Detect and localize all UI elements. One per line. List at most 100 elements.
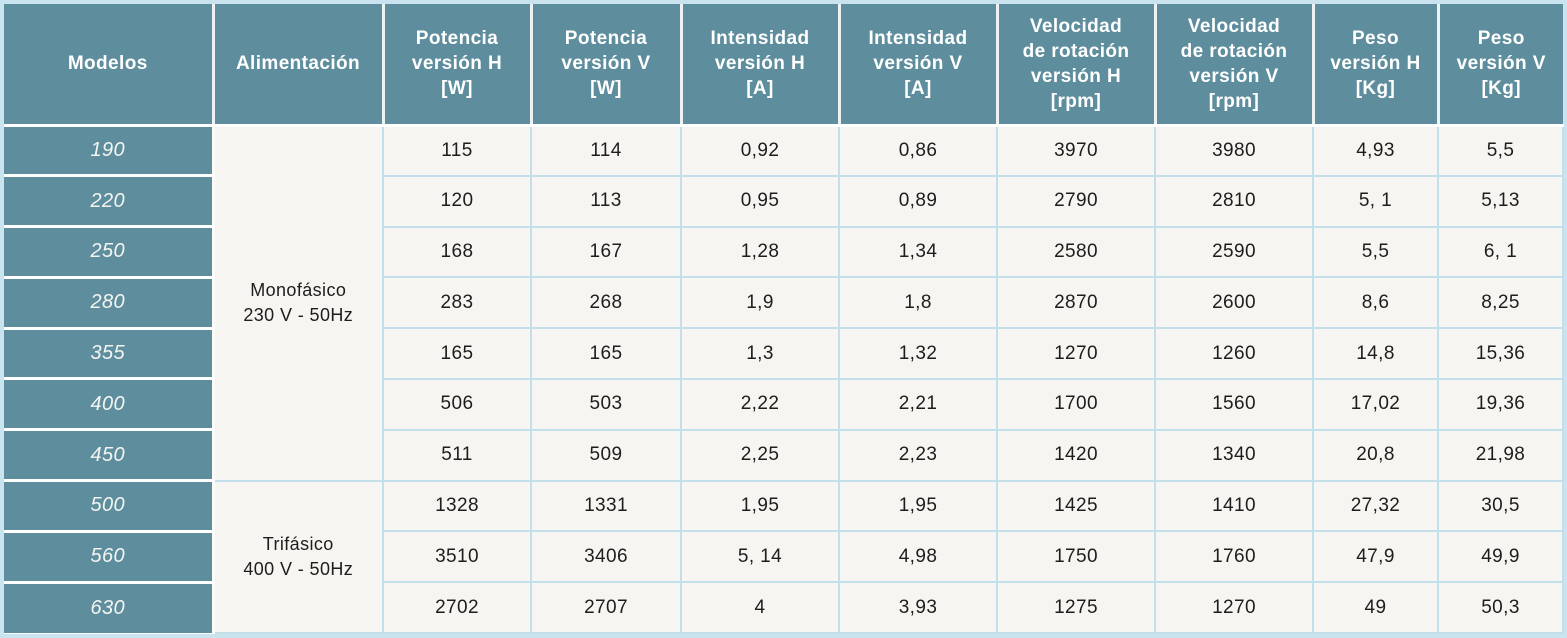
peso-v-cell: 15,36 bbox=[1437, 327, 1564, 380]
intensidad-v-cell: 1,95 bbox=[838, 479, 998, 533]
potencia-h-cell: 511 bbox=[382, 428, 532, 482]
intensidad-v-cell: 2,21 bbox=[838, 377, 998, 431]
header-alimentacion: Alimentación bbox=[213, 4, 385, 127]
velocidad-h-cell: 2580 bbox=[996, 225, 1156, 279]
table-row: 190 Monofásico 230 V - 50Hz 115 114 0,92… bbox=[4, 124, 1564, 482]
intensidad-v-cell: 2,23 bbox=[838, 428, 998, 482]
table-row: 355 165 165 1,3 1,32 1270 1260 14,8 15,3… bbox=[4, 327, 1564, 381]
intensidad-v-cell: 3,93 bbox=[838, 581, 998, 634]
header-velocidad-h: Velocidad de rotación versión H [rpm] bbox=[997, 4, 1157, 127]
velocidad-v-cell: 1560 bbox=[1154, 377, 1314, 431]
potencia-h-cell: 2702 bbox=[382, 581, 532, 634]
model-cell: 190 bbox=[4, 125, 215, 178]
header-velocidad-v: Velocidad de rotación versión V [rpm] bbox=[1155, 4, 1315, 127]
intensidad-v-cell: 1,8 bbox=[838, 276, 998, 330]
alimentacion-group-trifasico: Trifásico 400 V - 50Hz bbox=[213, 480, 384, 635]
header-intensidad-h: Intensidad versión H [A] bbox=[681, 4, 841, 127]
potencia-v-cell: 165 bbox=[530, 327, 682, 380]
peso-v-cell: 21,98 bbox=[1437, 428, 1564, 482]
intensidad-h-cell: 1,3 bbox=[680, 327, 840, 380]
velocidad-h-cell: 1420 bbox=[996, 428, 1156, 482]
velocidad-v-cell: 2810 bbox=[1154, 174, 1314, 228]
peso-h-cell: 20,8 bbox=[1312, 428, 1439, 482]
velocidad-h-cell: 1700 bbox=[996, 377, 1156, 431]
peso-v-cell: 19,36 bbox=[1437, 377, 1564, 431]
peso-h-cell: 4,93 bbox=[1312, 124, 1439, 177]
model-cell: 220 bbox=[4, 175, 215, 229]
model-cell: 355 bbox=[4, 328, 215, 381]
peso-h-cell: 27,32 bbox=[1312, 479, 1439, 533]
table-row: 400 506 503 2,22 2,21 1700 1560 17,02 19… bbox=[4, 377, 1564, 432]
velocidad-v-cell: 2590 bbox=[1154, 225, 1314, 279]
velocidad-h-cell: 1275 bbox=[996, 581, 1156, 634]
table-row: 450 511 509 2,25 2,23 1420 1340 20,8 21,… bbox=[4, 428, 1564, 483]
header-potencia-v: Potencia versión V [W] bbox=[531, 4, 683, 127]
potencia-v-cell: 1331 bbox=[530, 479, 682, 533]
velocidad-v-cell: 1270 bbox=[1154, 581, 1314, 634]
intensidad-h-cell: 2,25 bbox=[680, 428, 840, 482]
potencia-v-cell: 113 bbox=[530, 174, 682, 228]
model-cell: 400 bbox=[4, 378, 215, 432]
peso-h-cell: 5, 1 bbox=[1312, 174, 1439, 228]
table-row: 220 120 113 0,95 0,89 2790 2810 5, 1 5,1… bbox=[4, 174, 1564, 229]
motor-spec-table: Modelos Alimentación Potencia versión H … bbox=[4, 4, 1564, 635]
potencia-v-cell: 167 bbox=[530, 225, 682, 279]
model-cell: 630 bbox=[4, 582, 215, 633]
peso-v-cell: 30,5 bbox=[1437, 479, 1564, 533]
potencia-h-cell: 165 bbox=[382, 327, 532, 380]
velocidad-h-cell: 2870 bbox=[996, 276, 1156, 330]
potencia-h-cell: 115 bbox=[382, 124, 532, 177]
model-cell: 250 bbox=[4, 226, 215, 279]
velocidad-v-cell: 2600 bbox=[1154, 276, 1314, 330]
velocidad-v-cell: 1340 bbox=[1154, 428, 1314, 482]
header-potencia-h: Potencia versión H [W] bbox=[383, 4, 533, 127]
intensidad-h-cell: 1,28 bbox=[680, 225, 840, 279]
potencia-h-cell: 120 bbox=[382, 174, 532, 228]
model-cell: 280 bbox=[4, 277, 215, 330]
intensidad-v-cell: 4,98 bbox=[838, 530, 998, 584]
peso-v-cell: 49,9 bbox=[1437, 530, 1564, 584]
velocidad-v-cell: 1760 bbox=[1154, 530, 1314, 584]
table-row: 280 283 268 1,9 1,8 2870 2600 8,6 8,25 bbox=[4, 276, 1564, 330]
intensidad-h-cell: 1,95 bbox=[680, 479, 840, 533]
velocidad-h-cell: 3970 bbox=[996, 124, 1156, 177]
potencia-h-cell: 1328 bbox=[382, 479, 532, 533]
intensidad-h-cell: 4 bbox=[680, 581, 840, 634]
peso-h-cell: 47,9 bbox=[1312, 530, 1439, 584]
model-cell: 560 bbox=[4, 531, 215, 584]
velocidad-v-cell: 3980 bbox=[1154, 124, 1314, 177]
peso-v-cell: 50,3 bbox=[1437, 581, 1564, 634]
velocidad-v-cell: 1260 bbox=[1154, 327, 1314, 380]
potencia-v-cell: 509 bbox=[530, 428, 682, 482]
header-intensidad-v: Intensidad versión V [A] bbox=[839, 4, 999, 127]
intensidad-h-cell: 1,9 bbox=[680, 276, 840, 330]
intensidad-v-cell: 0,86 bbox=[838, 124, 998, 177]
potencia-v-cell: 114 bbox=[530, 124, 682, 177]
model-cell: 450 bbox=[4, 429, 215, 483]
potencia-h-cell: 506 bbox=[382, 377, 532, 431]
peso-v-cell: 5,13 bbox=[1437, 174, 1564, 228]
peso-h-cell: 17,02 bbox=[1312, 377, 1439, 431]
intensidad-v-cell: 0,89 bbox=[838, 174, 998, 228]
intensidad-h-cell: 0,92 bbox=[680, 124, 840, 177]
table-row: 500 Trifásico 400 V - 50Hz 1328 1331 1,9… bbox=[4, 479, 1564, 635]
intensidad-h-cell: 0,95 bbox=[680, 174, 840, 228]
header-row: Modelos Alimentación Potencia versión H … bbox=[4, 4, 1563, 127]
potencia-v-cell: 503 bbox=[530, 377, 682, 431]
peso-h-cell: 8,6 bbox=[1312, 276, 1439, 330]
peso-h-cell: 49 bbox=[1312, 581, 1439, 634]
velocidad-h-cell: 1270 bbox=[996, 327, 1156, 380]
table-row: 560 3510 3406 5, 14 4,98 1750 1760 47,9 … bbox=[4, 530, 1564, 584]
alimentacion-group-monofasico: Monofásico 230 V - 50Hz bbox=[213, 125, 384, 482]
potencia-v-cell: 3406 bbox=[530, 530, 682, 584]
potencia-v-cell: 2707 bbox=[530, 581, 682, 634]
header-peso-v: Peso versión V [Kg] bbox=[1438, 4, 1563, 127]
potencia-v-cell: 268 bbox=[530, 276, 682, 330]
intensidad-v-cell: 1,32 bbox=[838, 327, 998, 380]
model-cell: 500 bbox=[4, 480, 215, 533]
potencia-h-cell: 283 bbox=[382, 276, 532, 330]
table-row: 630 2702 2707 4 3,93 1275 1270 49 50,3 bbox=[4, 581, 1564, 634]
intensidad-v-cell: 1,34 bbox=[838, 225, 998, 279]
velocidad-h-cell: 1425 bbox=[996, 479, 1156, 533]
